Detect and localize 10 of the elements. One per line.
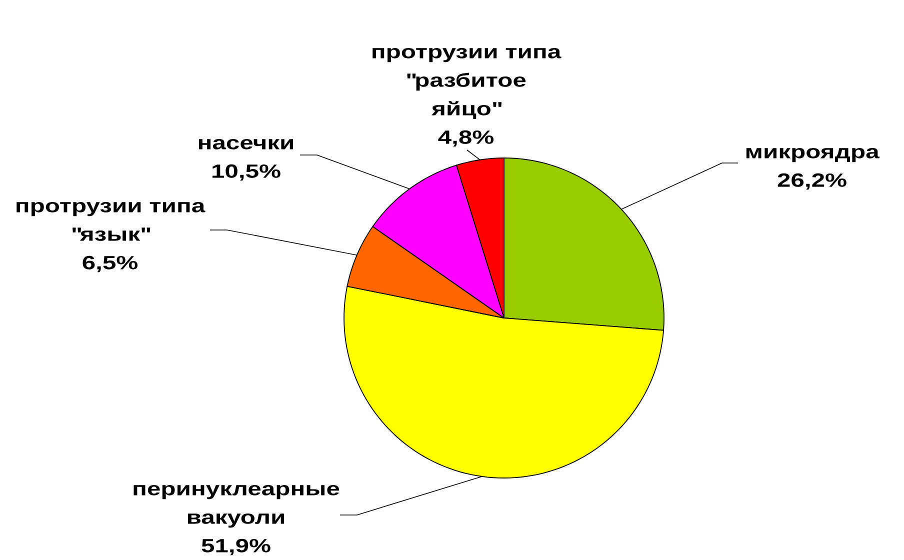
data-label: 4,8% — [438, 130, 494, 147]
slice-label: протрузии типа "язык" — [16, 202, 206, 241]
data-label: 6,5% — [82, 256, 138, 272]
data-label: 10,5% — [212, 164, 280, 181]
slice-label: насечки — [199, 138, 293, 150]
slice-label: микроядра — [746, 148, 880, 162]
data-label: 51,9% — [202, 538, 270, 556]
slice-label: протрузии типа "разбитое яйцо" — [372, 48, 562, 119]
slice-label: перинуклеарные вакуоли — [134, 484, 340, 528]
data-label: 26,2% — [778, 173, 846, 190]
